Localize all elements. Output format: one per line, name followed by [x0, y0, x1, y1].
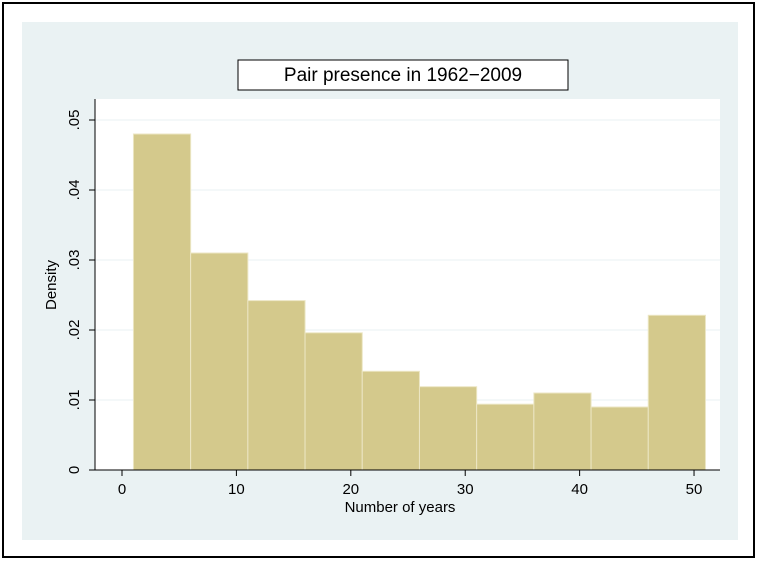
- bar: [476, 403, 535, 471]
- chart-title: Pair presence in 1962−2009: [284, 65, 522, 86]
- x-tick-label: 20: [342, 481, 359, 498]
- x-axis-label: Number of years: [345, 499, 456, 516]
- bar: [647, 314, 706, 471]
- bar: [590, 406, 649, 471]
- bar: [533, 392, 592, 471]
- x-tick-label: 50: [686, 481, 703, 498]
- y-tick-label: .04: [66, 180, 83, 201]
- y-tick-label: .05: [66, 110, 83, 131]
- bar: [132, 133, 192, 471]
- x-tick-label: 0: [118, 481, 126, 498]
- x-tick-label: 10: [228, 481, 245, 498]
- title-box: [237, 59, 569, 91]
- y-axis-label: Density: [43, 259, 60, 310]
- bar: [418, 386, 478, 471]
- x-tick-label: 30: [457, 481, 474, 498]
- y-tick-label: .01: [66, 390, 83, 411]
- y-tick-label: .03: [66, 250, 83, 271]
- y-tick-label: .02: [66, 320, 83, 341]
- bar: [247, 300, 306, 471]
- bar: [361, 370, 420, 471]
- bar: [190, 252, 249, 471]
- bar: [304, 332, 363, 471]
- y-tick-label: 0: [66, 466, 83, 474]
- x-tick-label: 40: [571, 481, 588, 498]
